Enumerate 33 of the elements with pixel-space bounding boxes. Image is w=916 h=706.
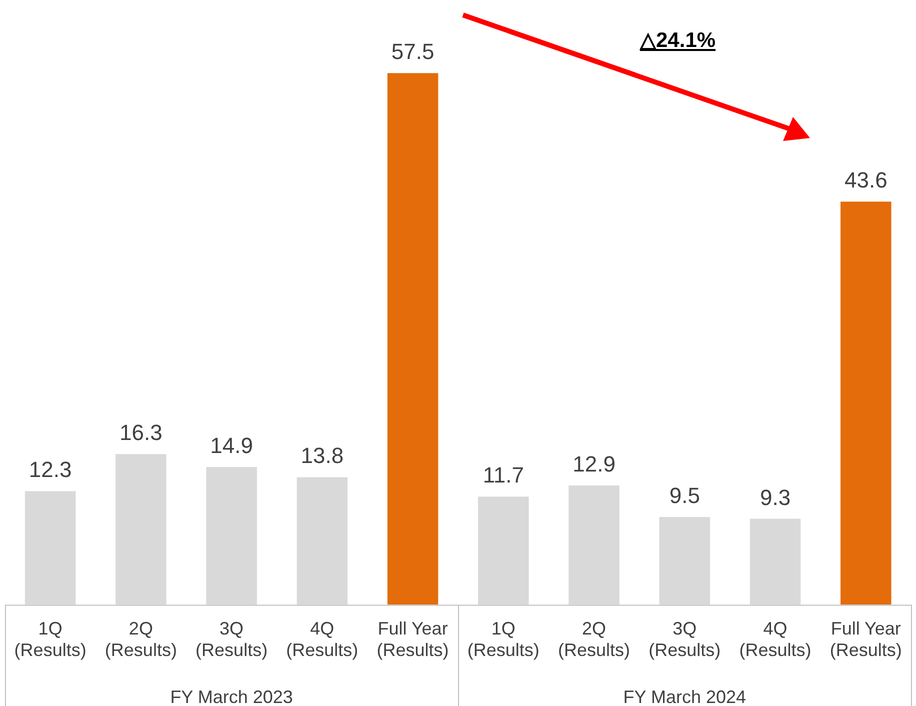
x-tick-label: 2Q (Results) (558, 618, 630, 660)
bar (24, 491, 76, 605)
x-tick-label: 1Q (Results) (467, 618, 540, 660)
bar (840, 202, 892, 605)
bar (296, 477, 348, 605)
x-tick-label: 4Q (Results) (286, 618, 358, 660)
data-label: 11.7 (482, 462, 524, 488)
text: FY March 2024 (623, 687, 746, 706)
bar (387, 73, 438, 605)
data-label: 13.8 (300, 443, 344, 468)
data-label: 16.3 (120, 420, 162, 446)
x-tick-label: Full Year (Results) (376, 618, 449, 660)
data-label: 9.5 (669, 482, 700, 508)
x-tick-label: 3Q (Results) (196, 618, 268, 660)
x-tick-label: 1Q (Results) (14, 618, 86, 660)
bar (206, 467, 257, 605)
x-tick-label: 3Q (Results) (648, 618, 721, 660)
bar (116, 454, 166, 605)
data-label: 57.5 (391, 39, 434, 64)
x-tick-label: 4Q (Results) (739, 618, 812, 660)
data-label: 12.3 (28, 457, 72, 482)
bar (568, 486, 620, 605)
bar (659, 516, 710, 605)
x-tick-label: 2Q (Results) (104, 618, 177, 660)
text: FY March 2023 (170, 687, 293, 706)
data-label: 12.9 (572, 452, 616, 477)
bar (750, 518, 801, 605)
data-label: 9.3 (760, 484, 791, 510)
x-tick-label: Full Year (Results) (830, 618, 902, 660)
bar (478, 496, 529, 605)
data-label: 43.6 (844, 168, 888, 193)
text: △24.1% (640, 28, 716, 53)
data-label: 14.9 (210, 433, 253, 458)
